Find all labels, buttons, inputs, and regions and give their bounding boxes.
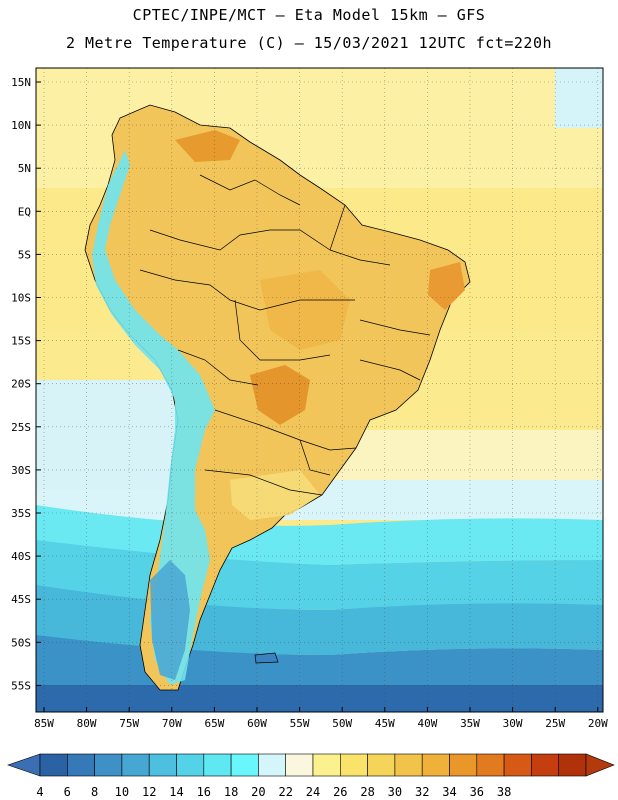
lat-label: 35S	[11, 507, 31, 520]
graticule	[36, 68, 603, 712]
colorbar-swatch	[531, 753, 560, 777]
lon-label: 75W	[119, 717, 139, 730]
lat-label: 20S	[11, 378, 31, 391]
lat-label: 5N	[18, 162, 31, 175]
colorbar-label: 16	[197, 785, 211, 799]
colorbar-swatch	[503, 753, 532, 777]
lat-label: 50S	[11, 636, 31, 649]
colorbar-swatch	[203, 753, 232, 777]
colorbar-swatch	[476, 753, 505, 777]
lat-label: 45S	[11, 593, 31, 606]
colorbar-label: 26	[333, 785, 347, 799]
map-subtitle: 2 Metre Temperature (C) – 15/03/2021 12U…	[65, 34, 553, 52]
colorbar-label: 6	[64, 785, 71, 799]
colorbar-swatch	[39, 753, 68, 777]
colorbar-swatch	[285, 753, 314, 777]
lon-label: 65W	[204, 717, 224, 730]
country-borders	[139, 174, 431, 496]
colorbar-label: 28	[360, 785, 374, 799]
lat-label: 15S	[11, 335, 31, 348]
lon-label: 30W	[503, 717, 523, 730]
colorbar-swatch	[94, 753, 123, 777]
colorbar-swatch	[312, 753, 341, 777]
falkland-islands	[254, 652, 279, 664]
colorbar-swatch	[339, 753, 368, 777]
colorbar-swatch	[367, 753, 396, 777]
colorbar-swatch	[449, 753, 478, 777]
lon-label: 85W	[34, 717, 54, 730]
map-title: CPTEC/INPE/MCT – Eta Model 15km – GFS	[132, 6, 486, 24]
colorbar-label: 32	[415, 785, 429, 799]
colorbar-swatch	[421, 753, 450, 777]
colorbar-label: 38	[497, 785, 511, 799]
colorbar-arrow-right	[585, 753, 615, 777]
lat-label: 55S	[11, 679, 31, 692]
colorbar-arrow-left	[7, 753, 41, 777]
lat-label: 40S	[11, 550, 31, 563]
lon-label: 80W	[77, 717, 97, 730]
colorbar-swatch	[176, 753, 205, 777]
colorbar-swatch	[258, 753, 286, 777]
colorbar-label: 34	[442, 785, 456, 799]
lon-label: 70W	[162, 717, 182, 730]
lat-label: 30S	[11, 464, 31, 477]
map-frame	[35, 67, 604, 713]
lat-label: 15N	[11, 76, 31, 89]
lat-label: 10N	[11, 119, 31, 132]
colorbar-label: 8	[91, 785, 98, 799]
lon-label: 50W	[332, 717, 352, 730]
lon-label: 25W	[545, 717, 565, 730]
lon-label: 60W	[247, 717, 267, 730]
lat-label: 25S	[11, 421, 31, 434]
lat-label: 10S	[11, 292, 31, 305]
lon-label: 20W	[588, 717, 608, 730]
colorbar-swatch	[148, 753, 177, 777]
colorbar-swatch	[558, 753, 587, 777]
colorbar-label: 18	[224, 785, 238, 799]
lon-label: 45W	[375, 717, 395, 730]
colorbar-label: 36	[470, 785, 484, 799]
lon-label: 35W	[460, 717, 480, 730]
colorbar-swatch	[67, 753, 95, 777]
colorbar-label: 20	[251, 785, 265, 799]
lat-label: 5S	[18, 248, 31, 261]
colorbar-label: 24	[306, 785, 320, 799]
lon-label: 55W	[290, 717, 310, 730]
colorbar-swatch	[230, 753, 259, 777]
hot-spot-venezuela	[175, 130, 240, 162]
colorbar-swatch	[121, 753, 150, 777]
colorbar-label: 4	[36, 785, 43, 799]
colorbar-label: 10	[115, 785, 129, 799]
colorbar-label: 14	[169, 785, 183, 799]
colorbar	[7, 753, 615, 777]
andes-cold-band	[92, 150, 215, 685]
lon-label: 40W	[417, 717, 437, 730]
hot-spot-chaco	[250, 365, 310, 425]
lat-label: EQ	[18, 205, 31, 218]
colorbar-label: 30	[388, 785, 402, 799]
colorbar-label: 12	[142, 785, 156, 799]
colorbar-label: 22	[278, 785, 292, 799]
colorbar-swatch	[394, 753, 423, 777]
